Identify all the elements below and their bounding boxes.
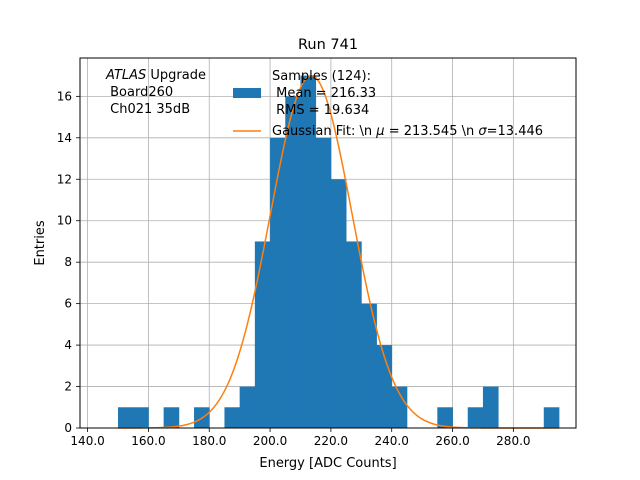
histogram-bar bbox=[224, 407, 241, 428]
histogram-bar bbox=[118, 407, 134, 428]
histogram-bar bbox=[467, 407, 484, 428]
histogram-bar bbox=[437, 407, 453, 428]
x-tick-label: 200.0 bbox=[253, 434, 287, 448]
legend-fit-sigma: σ bbox=[478, 124, 487, 139]
legend: Samples (124): Mean = 216.33 RMS = 19.63… bbox=[233, 69, 543, 139]
legend-fit-mu: μ bbox=[375, 124, 384, 139]
annotation-text: ATLAS Upgrade Board260 Ch021 35dB bbox=[105, 68, 206, 117]
annotation-atlas: ATLAS bbox=[105, 68, 146, 83]
histogram-bar bbox=[346, 241, 362, 428]
y-axis-ticks: 0 2 4 6 8 10 12 14 16 bbox=[57, 89, 80, 435]
x-tick-label: 220.0 bbox=[314, 434, 348, 448]
histogram-bar bbox=[330, 179, 347, 428]
histogram-bar bbox=[482, 386, 499, 428]
legend-samples-label: Samples (124): bbox=[272, 69, 371, 84]
legend-histogram-swatch bbox=[233, 88, 261, 98]
legend-fit-label: Gaussian Fit: \n μ = 213.545 \n σ=13.446 bbox=[272, 124, 543, 139]
x-axis-ticks: 140.0 160.0 180.0 200.0 220.0 240.0 260.0 280.0 bbox=[70, 428, 531, 448]
y-tick-label: 12 bbox=[57, 172, 72, 186]
histogram-bar bbox=[270, 137, 286, 428]
histogram-bars bbox=[118, 75, 560, 428]
annotation-line-3: Ch021 35dB bbox=[106, 102, 190, 117]
y-tick-label: 10 bbox=[57, 214, 72, 228]
annotation-line-1: ATLAS Upgrade bbox=[105, 68, 206, 83]
legend-fit-mid: = 213.545 \n bbox=[385, 124, 479, 139]
y-tick-label: 8 bbox=[64, 255, 72, 269]
y-tick-label: 6 bbox=[64, 297, 72, 311]
legend-fit-prefix: Gaussian Fit: \n bbox=[272, 124, 376, 139]
histogram-bar bbox=[239, 386, 256, 428]
x-tick-label: 140.0 bbox=[70, 434, 104, 448]
x-axis-label: Energy [ADC Counts] bbox=[259, 456, 396, 471]
histogram-bar bbox=[133, 407, 149, 428]
histogram-bar bbox=[285, 96, 301, 428]
legend-mean-label: Mean = 216.33 bbox=[272, 86, 376, 101]
x-tick-label: 260.0 bbox=[435, 434, 469, 448]
legend-rms-label: RMS = 19.634 bbox=[272, 103, 369, 118]
histogram-bar bbox=[254, 241, 271, 428]
y-tick-label: 0 bbox=[64, 421, 72, 435]
x-tick-label: 180.0 bbox=[192, 434, 226, 448]
plot-frame bbox=[79, 57, 577, 429]
histogram-bar bbox=[391, 386, 408, 428]
legend-fit-end: =13.446 bbox=[487, 124, 543, 139]
x-tick-label: 160.0 bbox=[131, 434, 165, 448]
histogram-bar bbox=[315, 137, 332, 428]
y-axis-label: Entries bbox=[33, 220, 48, 266]
x-tick-label: 280.0 bbox=[496, 434, 530, 448]
y-tick-label: 14 bbox=[57, 131, 72, 145]
y-tick-label: 2 bbox=[64, 380, 72, 394]
histogram-bar bbox=[163, 407, 180, 428]
histogram-bar bbox=[361, 303, 377, 428]
annotation-line-2: Board260 bbox=[106, 85, 173, 100]
y-tick-label: 16 bbox=[57, 89, 72, 103]
histogram-bar bbox=[543, 407, 560, 428]
y-tick-label: 4 bbox=[64, 338, 72, 352]
chart-title: Run 741 bbox=[298, 37, 358, 53]
x-tick-label: 240.0 bbox=[375, 434, 409, 448]
annotation-upgrade: Upgrade bbox=[146, 68, 206, 83]
histogram-bar bbox=[300, 75, 317, 428]
